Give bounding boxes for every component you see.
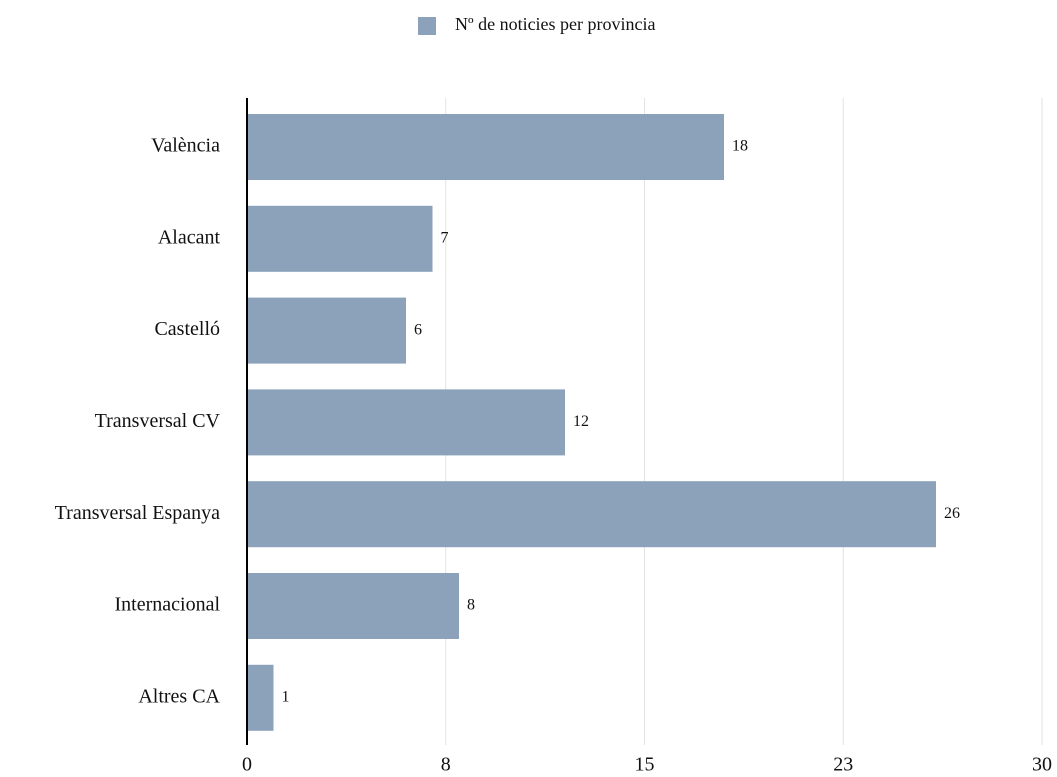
x-tick-label: 30 <box>1032 754 1052 776</box>
bar <box>247 114 724 180</box>
legend-label: Nº de noticies per provincia <box>455 14 656 34</box>
legend-swatch <box>418 17 436 35</box>
value-label: 6 <box>414 321 422 338</box>
bar <box>247 481 936 548</box>
y-tick-label: Castelló <box>154 318 220 340</box>
value-label: 12 <box>573 413 589 430</box>
y-tick-label: València <box>151 135 220 157</box>
value-label: 26 <box>944 505 960 522</box>
value-label: 7 <box>441 229 449 246</box>
y-tick-label: Altres CA <box>138 685 220 707</box>
value-label: 1 <box>282 688 290 705</box>
value-label: 18 <box>732 138 748 155</box>
bar <box>247 573 459 639</box>
bar <box>247 389 565 456</box>
x-tick-label: 0 <box>242 754 252 776</box>
y-tick-label: Transversal CV <box>95 410 221 432</box>
y-tick-label: Alacant <box>158 226 221 248</box>
bar <box>247 664 274 731</box>
x-tick-label: 15 <box>635 754 655 776</box>
x-tick-label: 8 <box>441 754 451 776</box>
y-tick-label: Internacional <box>115 594 221 616</box>
bar <box>247 205 433 272</box>
bar <box>247 297 406 364</box>
x-tick-label: 23 <box>833 754 853 776</box>
y-tick-label: Transversal Espanya <box>55 502 220 524</box>
value-label: 8 <box>467 597 475 614</box>
